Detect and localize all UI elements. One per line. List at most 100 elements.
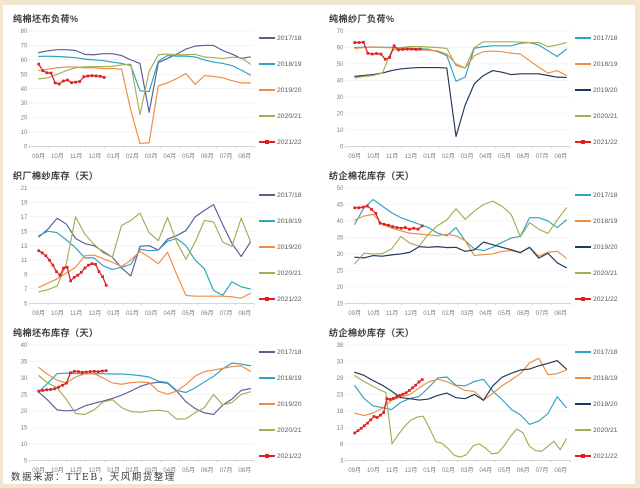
legend-label: 2019/20 [277, 243, 302, 251]
series-marker [61, 383, 64, 387]
series-line-2018/19 [354, 46, 567, 77]
x-tick-label: 11月 [386, 153, 398, 160]
legend-item-2017/18: 2017/18 [259, 34, 317, 42]
legend-label: 2020/21 [277, 112, 302, 120]
legend-line [259, 377, 275, 379]
legend-line [259, 115, 275, 117]
x-tick-label: 05月 [182, 310, 195, 317]
legend-swatch [259, 295, 275, 303]
series-marker [385, 397, 389, 401]
series-marker [382, 411, 385, 414]
y-tick-label: 23 [337, 392, 344, 399]
series-marker [391, 225, 394, 228]
legend-line [259, 403, 275, 405]
x-tick-label: 12月 [404, 153, 417, 160]
series-line-2020/21 [354, 200, 567, 265]
x-tick-label: 07月 [220, 153, 233, 160]
series-line-2018/19 [38, 230, 251, 296]
series-marker [101, 275, 104, 279]
legend-line [575, 351, 591, 353]
x-tick-label: 08月 [554, 153, 567, 160]
y-tick-label: 50 [21, 71, 28, 78]
x-tick-label: 12月 [88, 467, 101, 474]
chart-spinner-yarn-inventory: 纺企棉纱库存（天） 3 8 13 18 23 28 33 38 09月 10月 11月 12月 01月 0… [319, 319, 635, 474]
series-marker [378, 221, 382, 225]
series-marker [417, 380, 421, 384]
legend-line [575, 220, 591, 222]
series-marker [37, 389, 41, 393]
series-marker [83, 266, 87, 270]
x-tick-label: 08月 [238, 153, 251, 160]
series-line-2020/21 [354, 41, 567, 79]
series-line-2020/21 [38, 375, 251, 420]
x-tick-label: 04月 [479, 153, 492, 160]
x-tick-label: 08月 [238, 310, 251, 317]
series-marker [48, 258, 51, 262]
y-tick-label: 20 [21, 408, 28, 415]
series-marker [102, 76, 106, 79]
series-marker [399, 226, 403, 230]
y-tick-label: 60 [21, 57, 28, 64]
series-marker [362, 40, 365, 44]
legend-item-2019/20: 2019/20 [259, 400, 317, 408]
series-marker [405, 47, 409, 51]
series-line-2020/21 [38, 53, 251, 116]
series-marker [37, 249, 41, 253]
y-tick-label: 13 [337, 425, 344, 432]
x-tick-label: 03月 [461, 467, 474, 474]
legend-line [575, 403, 591, 405]
x-tick-label: 07月 [536, 467, 549, 474]
y-tick-label: 80 [21, 28, 28, 35]
series-marker [92, 370, 96, 373]
x-tick-label: 03月 [461, 310, 474, 317]
series-marker [353, 206, 357, 210]
y-tick-label: 60 [337, 45, 344, 52]
series-marker [100, 369, 104, 373]
series-marker [411, 386, 414, 390]
y-tick-label: 28 [337, 375, 344, 382]
legend-marker [265, 297, 269, 301]
legend-item-2017/18: 2017/18 [575, 348, 633, 356]
legend-item-2021/22: 2021/22 [259, 138, 317, 146]
series-marker [74, 80, 77, 84]
series-marker [78, 80, 82, 83]
chart-spinner-cotton-inventory: 纺企棉花库存（天） 15 20 25 30 35 40 45 50 09月 10月 11月 12月 01… [319, 162, 635, 319]
legend-item-2020/21: 2020/21 [575, 112, 633, 120]
legend-swatch [575, 426, 591, 434]
x-tick-label: 01月 [423, 310, 436, 317]
legend-marker [581, 454, 585, 458]
legend-marker [265, 454, 269, 458]
series-marker [66, 78, 69, 82]
legend-item-2021/22: 2021/22 [259, 452, 317, 460]
x-tick-label: 09月 [32, 467, 45, 474]
series-marker [359, 426, 363, 430]
x-tick-label: 12月 [404, 310, 417, 317]
y-tick-label: 19 [21, 200, 28, 207]
series-marker [97, 270, 101, 273]
series-marker [416, 227, 420, 231]
legend-label: 2017/18 [593, 34, 618, 42]
y-tick-label: 25 [21, 392, 28, 399]
series-marker [420, 224, 424, 228]
x-tick-label: 01月 [423, 467, 436, 474]
legend-swatch [259, 34, 275, 42]
legend-line [259, 194, 275, 196]
y-tick-label: 40 [337, 218, 344, 225]
series-marker [379, 413, 382, 417]
legend-label: 2021/22 [593, 295, 618, 303]
legend-item-2017/18: 2017/18 [575, 191, 633, 199]
series-line-2020/21 [354, 375, 567, 458]
x-tick-label: 04月 [479, 310, 492, 317]
chart-legend: 2017/18 2018/19 2019/20 2020/21 2021/22 [259, 348, 317, 460]
series-marker [382, 222, 386, 226]
series-marker [72, 276, 76, 279]
legend-swatch [575, 348, 591, 356]
legend-swatch [575, 191, 591, 199]
legend-item-2018/19: 2018/19 [575, 217, 633, 225]
legend-item-2021/22: 2021/22 [575, 452, 633, 460]
series-marker [391, 397, 395, 400]
legend-swatch [259, 217, 275, 225]
x-tick-label: 02月 [126, 310, 139, 317]
legend-item-2020/21: 2020/21 [575, 269, 633, 277]
y-tick-label: 70 [21, 43, 28, 50]
